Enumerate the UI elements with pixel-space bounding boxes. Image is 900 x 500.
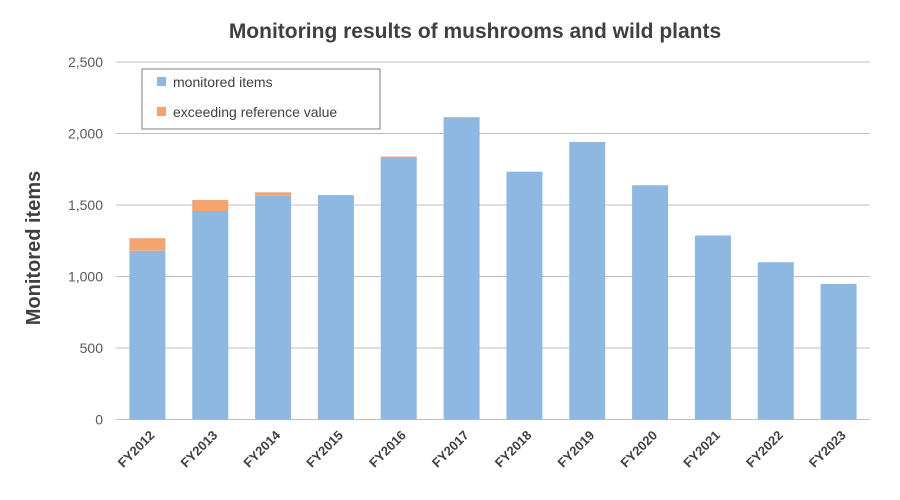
legend-label-exceeding: exceeding reference value [173, 104, 337, 120]
y-tick-label: 1,000 [68, 269, 103, 285]
bar-monitored [443, 117, 480, 420]
bar-monitored [569, 141, 606, 420]
bar-monitored [129, 250, 166, 420]
bar-exceeding [380, 156, 417, 158]
bar-monitored [380, 157, 417, 420]
x-tick-label: FY2013 [178, 428, 221, 471]
y-axis-label: Monitored items [23, 171, 45, 325]
bar-exceeding [192, 199, 229, 212]
bar-monitored [317, 195, 354, 420]
y-tick-label: 0 [95, 412, 103, 428]
x-tick-label: FY2012 [115, 428, 158, 471]
bar-monitored [757, 262, 794, 420]
bar-monitored [255, 195, 292, 420]
y-tick-label: 2,500 [68, 54, 103, 70]
bar-monitored [820, 283, 857, 420]
chart-title: Monitoring results of mushrooms and wild… [229, 20, 721, 43]
y-tick-label: 500 [80, 340, 104, 356]
bar-monitored [506, 171, 543, 420]
x-tick-label: FY2020 [617, 428, 660, 471]
legend: monitored items exceeding reference valu… [141, 68, 381, 130]
legend-box [141, 68, 381, 130]
x-tick-label: FY2015 [303, 428, 346, 471]
x-tick-label: FY2019 [555, 428, 598, 471]
x-tick-label: FY2014 [240, 427, 283, 470]
bar-exceeding [129, 238, 166, 251]
x-tick-label: FY2022 [743, 428, 786, 471]
bar-monitored [694, 235, 731, 420]
legend-swatch-exceeding [157, 107, 166, 116]
x-tick-label: FY2016 [366, 428, 409, 471]
x-tick-label: FY2021 [680, 428, 723, 471]
y-tick-label: 1,500 [68, 197, 103, 213]
legend-swatch-monitored [157, 77, 166, 86]
x-tick-label: FY2023 [806, 428, 849, 471]
bar-exceeding [255, 192, 292, 196]
legend-label-monitored: monitored items [173, 74, 273, 90]
x-tick-label: FY2017 [429, 428, 472, 471]
x-tick-label: FY2018 [492, 428, 535, 471]
bar-monitored [632, 185, 669, 420]
bar-monitored [192, 211, 229, 420]
y-tick-label: 2,000 [68, 126, 103, 142]
